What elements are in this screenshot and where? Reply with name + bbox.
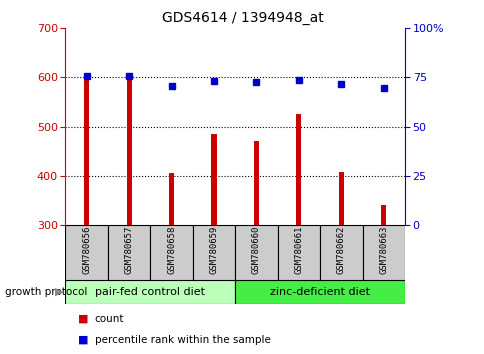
Bar bbox=[277, 225, 319, 280]
Bar bbox=[362, 225, 404, 280]
Bar bbox=[126, 77, 131, 225]
Bar bbox=[211, 135, 216, 225]
Text: pair-fed control diet: pair-fed control diet bbox=[95, 287, 205, 297]
Bar bbox=[150, 225, 192, 280]
Bar bbox=[84, 79, 89, 225]
Text: GSM780661: GSM780661 bbox=[294, 225, 303, 274]
Bar bbox=[192, 225, 235, 280]
Text: growth protocol: growth protocol bbox=[5, 287, 87, 297]
Text: GSM780663: GSM780663 bbox=[378, 225, 388, 274]
Bar bbox=[65, 280, 235, 304]
Text: percentile rank within the sample: percentile rank within the sample bbox=[94, 335, 270, 345]
Bar bbox=[319, 225, 362, 280]
Text: count: count bbox=[94, 314, 124, 324]
Text: GSM780659: GSM780659 bbox=[209, 225, 218, 274]
Bar bbox=[253, 141, 258, 225]
Text: GSM780662: GSM780662 bbox=[336, 225, 345, 274]
Text: GSM780656: GSM780656 bbox=[82, 225, 91, 274]
Bar bbox=[107, 225, 150, 280]
Text: ■: ■ bbox=[77, 335, 88, 345]
Bar bbox=[235, 225, 277, 280]
Text: ■: ■ bbox=[77, 314, 88, 324]
Text: GSM780658: GSM780658 bbox=[166, 225, 176, 274]
Text: ▶: ▶ bbox=[55, 287, 63, 297]
Bar bbox=[338, 172, 343, 225]
Bar bbox=[235, 280, 404, 304]
Bar bbox=[296, 114, 301, 225]
Text: GSM780660: GSM780660 bbox=[251, 225, 260, 274]
Text: zinc-deficient diet: zinc-deficient diet bbox=[270, 287, 369, 297]
Bar bbox=[65, 225, 107, 280]
Text: GSM780657: GSM780657 bbox=[124, 225, 134, 274]
Bar bbox=[380, 205, 385, 225]
Bar bbox=[168, 173, 174, 225]
Text: GDS4614 / 1394948_at: GDS4614 / 1394948_at bbox=[161, 11, 323, 25]
